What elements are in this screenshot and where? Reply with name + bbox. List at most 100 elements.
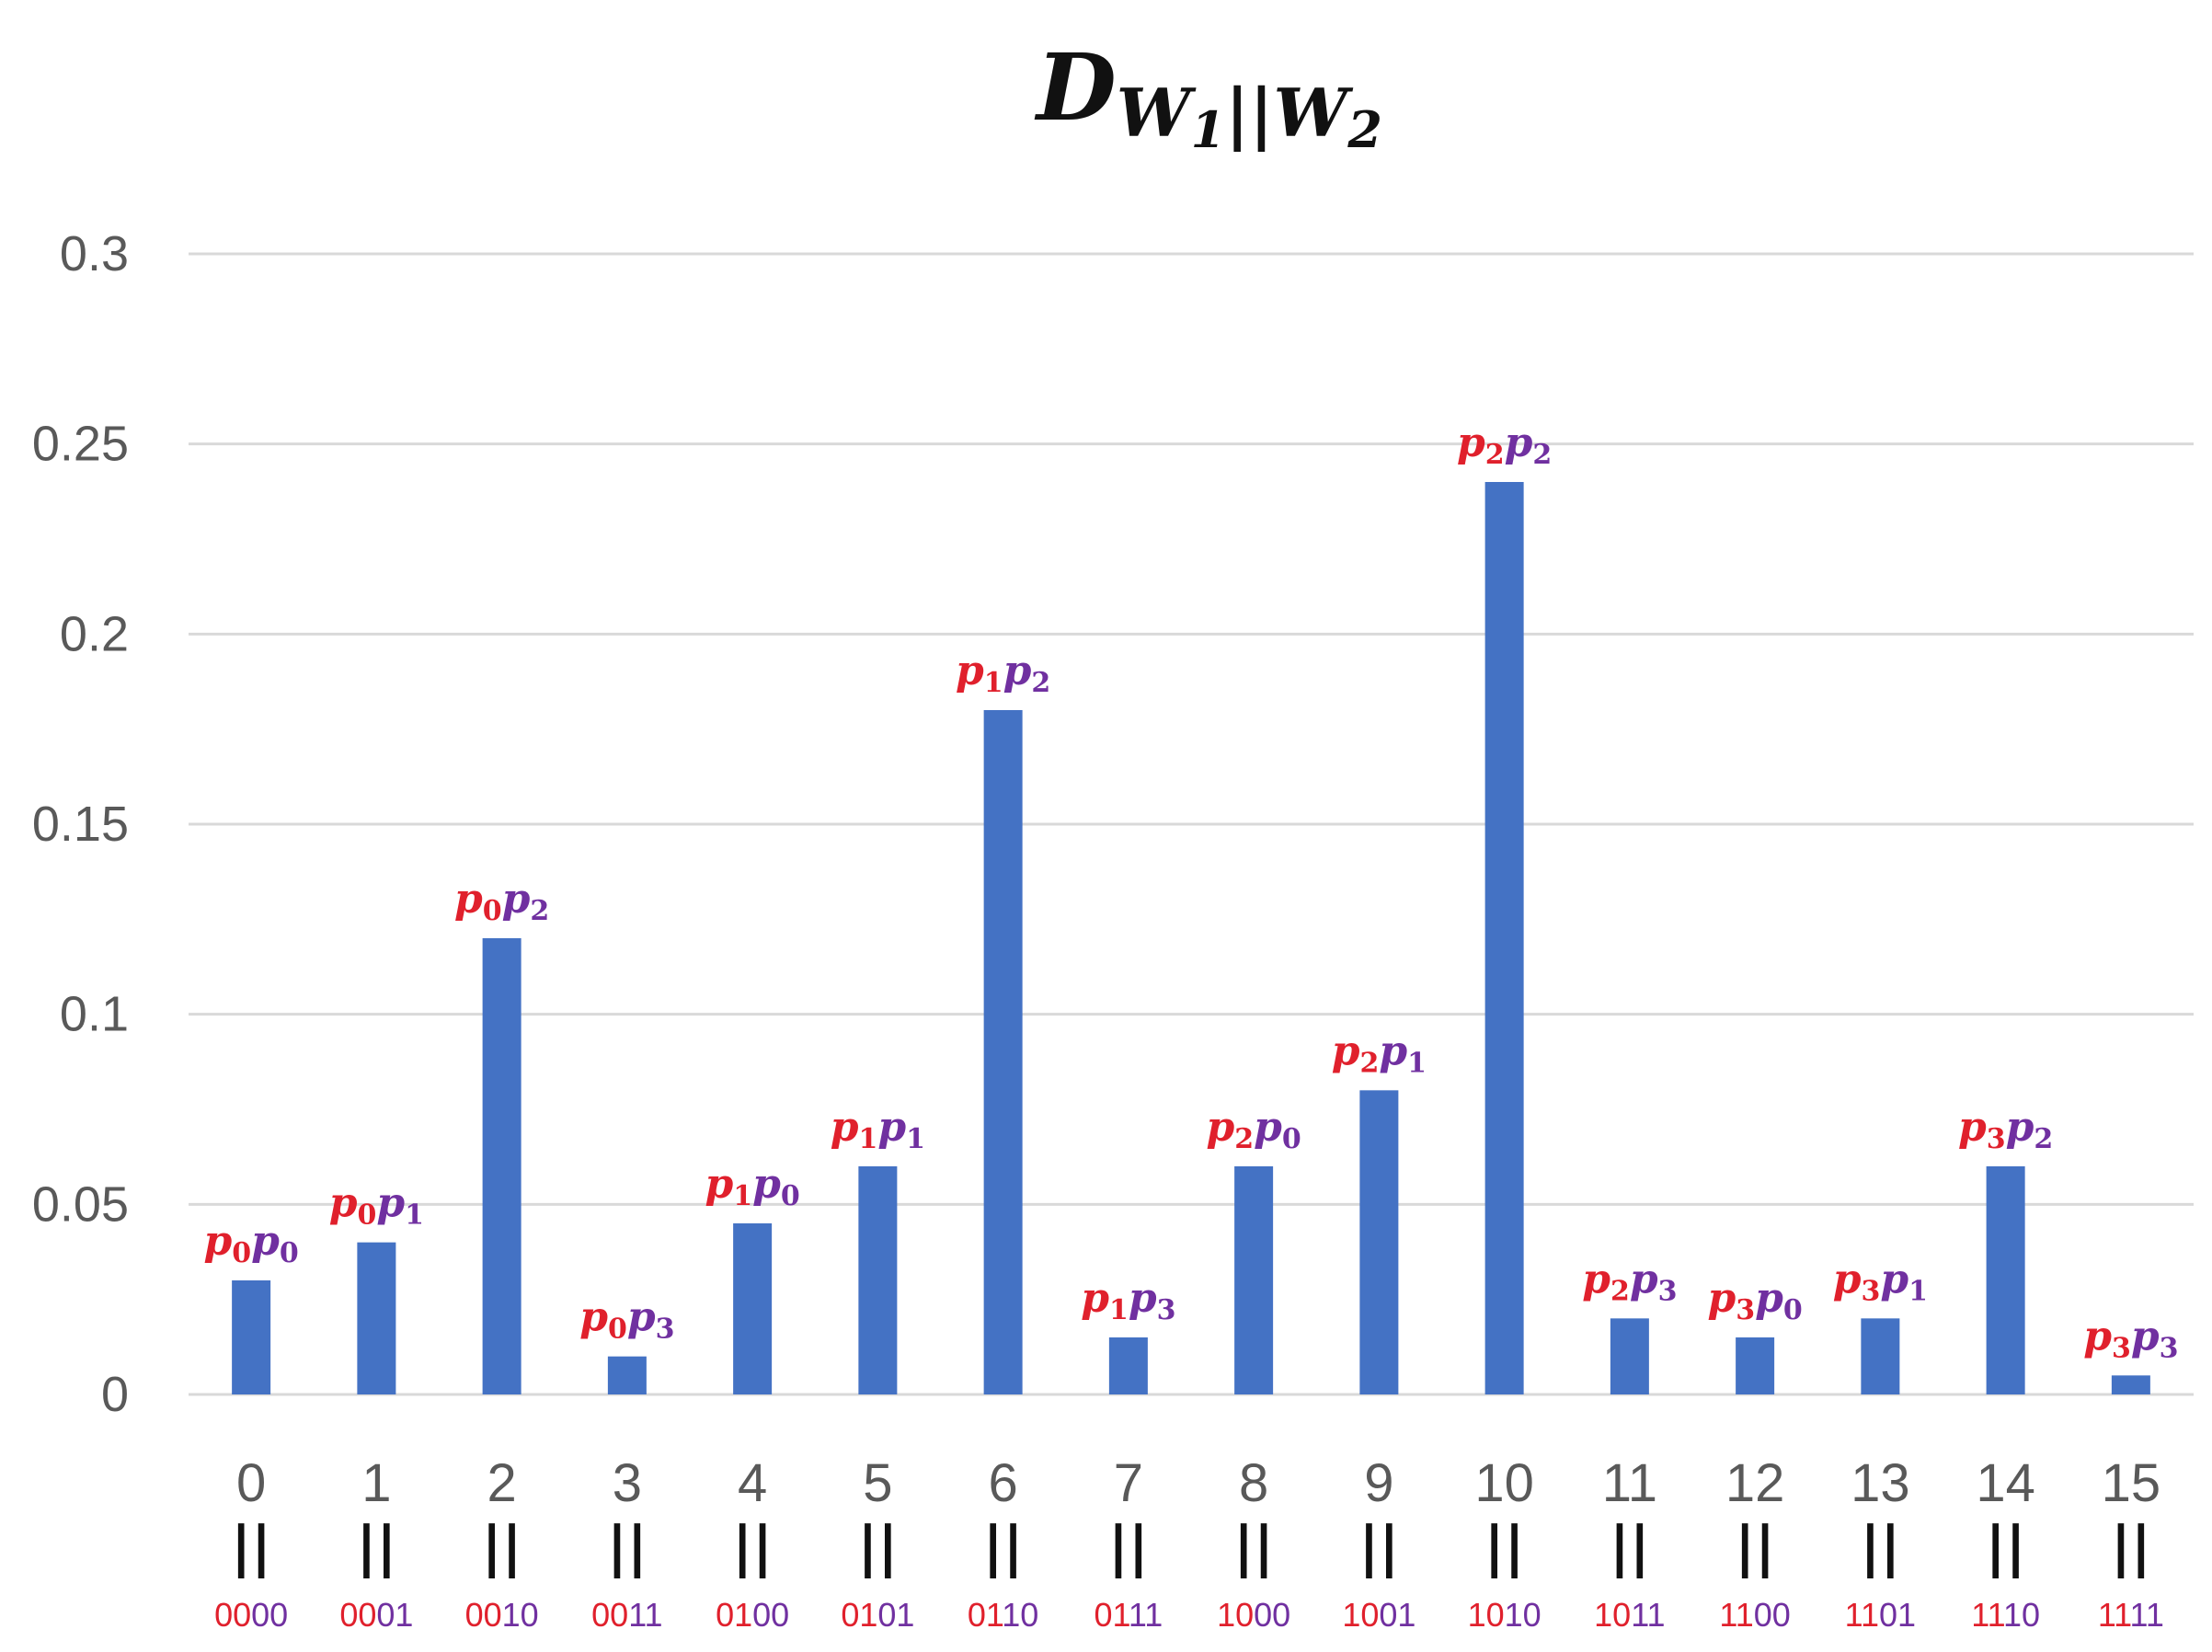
bar (1986, 1166, 2025, 1394)
bars (232, 482, 2150, 1394)
x-tick-label: 14 (1976, 1453, 2035, 1513)
binary-code: 1111 (2098, 1596, 2164, 1634)
binary-code: 0011 (591, 1596, 662, 1634)
binary-code: 0010 (465, 1596, 539, 1634)
bar-label: p2p0 (1206, 1104, 1301, 1155)
binary-code: 0000 (214, 1596, 288, 1634)
binary-code: 1011 (1594, 1596, 1665, 1634)
bar (983, 710, 1023, 1394)
title-sub-left: W (1117, 74, 1197, 152)
equals-sign: || (1108, 1515, 1149, 1579)
equals-sign: || (732, 1515, 773, 1579)
x-tick-label: 1 (361, 1453, 391, 1513)
x-tick-label: 3 (613, 1453, 642, 1513)
equals-sign: || (857, 1515, 898, 1579)
bar-label: p2p1 (1332, 1027, 1427, 1079)
bar (858, 1166, 898, 1394)
x-tick-label: 8 (1239, 1453, 1268, 1513)
binary-code: 1100 (1719, 1596, 1790, 1634)
equals-sign: || (1233, 1515, 1274, 1579)
bar (2111, 1375, 2150, 1394)
title-separator: || (1225, 74, 1273, 152)
binary-code: 1001 (1342, 1596, 1415, 1634)
binary-code: 1101 (1845, 1596, 1916, 1634)
bar-label: p1p3 (1081, 1275, 1175, 1326)
x-tick-label: 13 (1851, 1453, 1910, 1513)
bar (232, 1280, 271, 1394)
x-tick-label: 6 (988, 1453, 1017, 1513)
y-tick-label: 0.1 (60, 987, 129, 1042)
equals-sign: || (2111, 1515, 2151, 1579)
x-tick-label: 9 (1364, 1453, 1393, 1513)
y-axis-ticks: 0 0.05 0.1 0.15 0.2 0.25 0.3 (32, 226, 129, 1422)
x-tick-label: 11 (1602, 1453, 1657, 1513)
y-tick-label: 0.2 (60, 606, 129, 661)
equals-sign: || (983, 1515, 1024, 1579)
binary-code: 1110 (1971, 1596, 2040, 1634)
x-tick-label: 15 (2102, 1453, 2161, 1513)
binary-code: 0100 (716, 1596, 789, 1634)
bar-label: p0p0 (203, 1218, 298, 1269)
grid-lines (189, 252, 2194, 1396)
bar (1359, 1090, 1399, 1394)
binary-code: 0110 (968, 1596, 1038, 1634)
equals-sign: || (1610, 1515, 1650, 1579)
equals-sign: || (482, 1515, 522, 1579)
equals-sign: || (1860, 1515, 1900, 1579)
bar-label: p3p2 (1958, 1104, 2053, 1155)
equals-sign: || (1358, 1515, 1399, 1579)
x-tick-label: 10 (1474, 1453, 1534, 1513)
binary-code: 0111 (1095, 1596, 1163, 1634)
bar-label: p3p3 (2083, 1313, 2178, 1364)
binary-code: 0101 (841, 1596, 914, 1634)
bar (1484, 482, 1524, 1394)
y-tick-label: 0.15 (32, 797, 129, 852)
equals-sign: || (607, 1515, 648, 1579)
x-axis-ticks: 0||00001||00012||00103||00114||01005||01… (214, 1453, 2164, 1634)
y-tick-label: 0.05 (32, 1176, 129, 1232)
bar (607, 1356, 647, 1394)
title-sub-right: W (1274, 74, 1354, 152)
bar (482, 938, 521, 1394)
equals-sign: || (1986, 1515, 2026, 1579)
title-sub-left-index: 1 (1191, 100, 1226, 159)
x-tick-label: 4 (738, 1453, 767, 1513)
equals-sign: || (1484, 1515, 1525, 1579)
bar-label: p3p0 (1707, 1275, 1802, 1326)
binary-code: 1000 (1217, 1596, 1290, 1634)
y-tick-label: 0.3 (60, 226, 129, 281)
bar (357, 1242, 396, 1394)
bar-label: p2p2 (1457, 419, 1552, 471)
bar (1610, 1318, 1649, 1394)
bar-label: p1p1 (831, 1104, 925, 1155)
bar-labels: p0p0 p0p1 p0p2 p0p3 p1p0 p1p1 p1p2 p1p3 p2p0 p2p1… (203, 419, 2178, 1364)
x-tick-label: 7 (1114, 1453, 1143, 1513)
chart-title-text: DW1||W2 (1034, 33, 1382, 159)
x-tick-label: 0 (236, 1453, 266, 1513)
bar-label: p0p2 (454, 876, 549, 927)
y-tick-label: 0.25 (32, 417, 129, 472)
bar-label: p2p3 (1582, 1256, 1677, 1307)
x-tick-label: 5 (863, 1453, 892, 1513)
bar-label: p3p1 (1833, 1256, 1928, 1307)
bar-label: p0p1 (329, 1180, 424, 1232)
equals-sign: || (231, 1515, 271, 1579)
bar-label: p1p2 (956, 648, 1050, 699)
chart-title: DW1||W2 (1034, 33, 1382, 159)
title-main-symbol: D (1034, 33, 1117, 142)
bar (733, 1223, 773, 1394)
binary-code: 1010 (1468, 1596, 1542, 1634)
equals-sign: || (1735, 1515, 1775, 1579)
x-tick-label: 2 (487, 1453, 516, 1513)
y-tick-label: 0 (101, 1367, 129, 1422)
bar-label: p0p3 (579, 1294, 674, 1346)
binary-code: 0001 (339, 1596, 413, 1634)
title-sub-right-index: 2 (1347, 100, 1382, 159)
bar-label: p1p0 (705, 1161, 799, 1212)
bar (1736, 1337, 1775, 1394)
bar (1108, 1337, 1148, 1394)
equals-sign: || (356, 1515, 396, 1579)
x-tick-label: 12 (1725, 1453, 1785, 1513)
bar (1234, 1166, 1274, 1394)
